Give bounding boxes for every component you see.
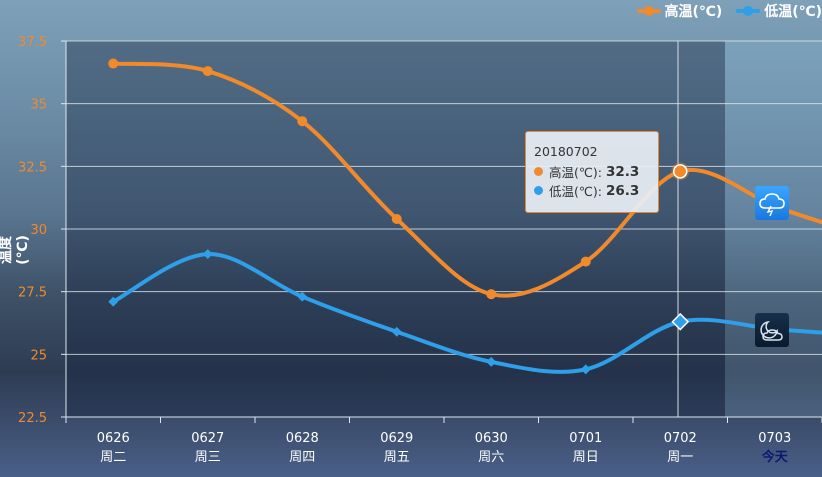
data-point-high[interactable] <box>202 66 213 77</box>
x-weekday-label: 今天 <box>761 449 789 465</box>
tooltip-low-value: 26.3 <box>606 182 640 199</box>
x-weekday-label: 周日 <box>573 450 599 465</box>
tooltip-row-high: 高温(℃): 32.3 <box>534 162 650 181</box>
y-tick-label: 25 <box>30 348 47 363</box>
x-tick-label: 0703 <box>758 431 791 446</box>
data-point-high[interactable] <box>486 289 497 300</box>
legend-swatch-high <box>636 6 661 16</box>
partly-cloudy-night-icon <box>755 313 789 347</box>
x-tick-label: 0630 <box>475 431 508 446</box>
data-point-high[interactable] <box>297 116 308 127</box>
chart-legend: 高温(℃) 低温(℃) <box>636 0 822 22</box>
legend-swatch-low <box>736 6 761 16</box>
data-point-high[interactable] <box>108 58 119 69</box>
x-tick-label: 0626 <box>97 431 130 446</box>
x-tick-label: 0702 <box>664 431 697 446</box>
y-tick-label: 37.5 <box>18 35 47 50</box>
legend-item-low[interactable]: 低温(℃) <box>736 1 822 21</box>
x-weekday-label: 周三 <box>195 450 221 465</box>
x-tick-label: 0627 <box>191 431 224 446</box>
x-weekday-label: 周二 <box>100 450 126 465</box>
y-tick-label: 35 <box>30 98 47 113</box>
y-tick-label: 22.5 <box>18 411 47 426</box>
data-point-low[interactable] <box>671 312 690 331</box>
tooltip-title: 20180702 <box>534 144 598 159</box>
y-tick-label: 32.5 <box>18 160 47 175</box>
x-tick-label: 0629 <box>380 431 413 446</box>
legend-item-high[interactable]: 高温(℃) <box>636 1 723 21</box>
tooltip-high-value: 32.3 <box>606 163 640 180</box>
x-weekday-label: 周六 <box>478 450 504 465</box>
data-point-high[interactable] <box>580 256 591 267</box>
data-point-high[interactable] <box>673 164 688 179</box>
tooltip-row-low: 低温(℃): 26.3 <box>534 181 650 200</box>
thunderstorm-cloud-icon <box>755 186 789 220</box>
y-tick-label: 27.5 <box>18 286 47 301</box>
tooltip-dot-low <box>534 186 543 195</box>
x-tick-label: 0628 <box>286 431 319 446</box>
data-point-low[interactable] <box>580 364 591 375</box>
tooltip-dot-high <box>534 167 543 176</box>
tooltip-low-label: 低温(℃): <box>549 184 603 199</box>
tooltip-high-label: 高温(℃): <box>549 165 603 180</box>
data-point-low[interactable] <box>391 326 402 337</box>
data-point-low[interactable] <box>297 291 308 302</box>
y-axis-title: 温度(℃) <box>0 235 31 265</box>
chart-tooltip: 20180702 高温(℃): 32.3 低温(℃): 26.3 <box>525 131 659 213</box>
legend-label-low: 低温(℃) <box>764 4 822 20</box>
y-tick-label: 30 <box>30 223 47 238</box>
data-point-low[interactable] <box>486 356 497 367</box>
series-line-low <box>111 252 822 374</box>
x-weekday-label: 周一 <box>667 450 693 465</box>
legend-label-high: 高温(℃) <box>664 4 723 20</box>
x-weekday-label: 周四 <box>289 450 315 465</box>
x-tick-label: 0701 <box>569 431 602 446</box>
x-weekday-label: 周五 <box>384 450 410 465</box>
data-point-low[interactable] <box>202 249 213 260</box>
data-point-high[interactable] <box>391 213 402 224</box>
